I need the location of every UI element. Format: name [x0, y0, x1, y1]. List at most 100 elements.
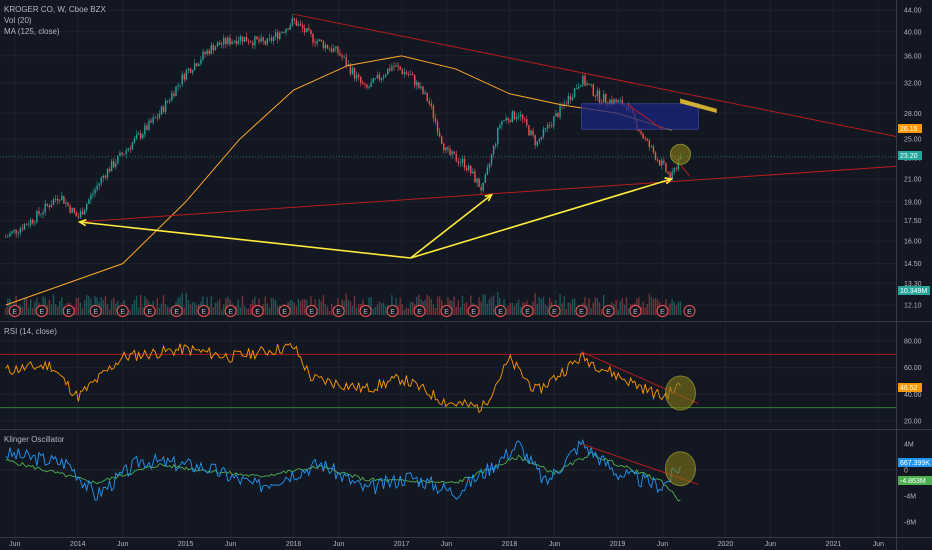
volume-bar	[470, 295, 472, 315]
volume-bar	[675, 305, 678, 315]
earnings-marker[interactable]: E	[386, 305, 399, 317]
candle-body	[648, 140, 651, 147]
volume-bar	[79, 302, 82, 315]
klinger-pane[interactable]	[0, 431, 896, 537]
volume-bar	[5, 307, 7, 315]
candle-body	[521, 114, 524, 119]
earnings-marker[interactable]: E	[494, 305, 507, 317]
volume-bar	[185, 292, 188, 315]
volume-bar	[654, 297, 657, 315]
earnings-letter: E	[66, 309, 71, 316]
earnings-marker[interactable]: E	[224, 305, 237, 317]
candle-body	[233, 40, 235, 42]
earnings-marker[interactable]: E	[575, 305, 588, 317]
klinger-line	[5, 438, 681, 501]
earnings-marker[interactable]: E	[656, 305, 669, 317]
candle-body	[158, 114, 161, 118]
candle-body	[291, 18, 293, 26]
earnings-marker[interactable]: E	[521, 305, 534, 317]
volume-bar	[382, 302, 385, 315]
earnings-marker[interactable]: E	[413, 305, 426, 317]
earnings-marker[interactable]: E	[197, 305, 210, 317]
earnings-marker[interactable]: E	[278, 305, 291, 317]
candle-body	[476, 178, 478, 183]
candle-body	[658, 160, 661, 166]
volume-bar	[627, 308, 630, 315]
price-tick-label: 13.30	[904, 281, 922, 288]
earnings-marker[interactable]: E	[251, 305, 264, 317]
earnings-marker[interactable]: E	[440, 305, 453, 317]
annotation-arrow	[410, 194, 493, 259]
candle-body	[524, 118, 526, 120]
earnings-marker[interactable]: E	[143, 305, 156, 317]
volume-bar	[264, 296, 266, 315]
volume-bar	[669, 303, 671, 315]
earnings-marker[interactable]: E	[170, 305, 183, 317]
ma-legend[interactable]: MA (125, close)	[4, 27, 60, 36]
earnings-letter: E	[12, 309, 17, 316]
earnings-marker[interactable]: E	[548, 305, 561, 317]
earnings-marker[interactable]: E	[683, 305, 696, 317]
volume-bar	[511, 303, 514, 315]
earnings-marker[interactable]: E	[467, 305, 480, 317]
candle-body	[447, 147, 449, 150]
volume-bar	[621, 298, 624, 315]
candle-body	[488, 163, 491, 168]
candle-body	[324, 44, 327, 49]
candle-body	[156, 117, 159, 119]
volume-bar	[482, 294, 484, 315]
time-tick-label: Jun	[873, 541, 884, 548]
time-tick-label: 2015	[178, 541, 194, 548]
rsi-layer	[0, 342, 896, 414]
candle-body	[191, 70, 194, 73]
volume-bar	[247, 308, 250, 315]
earnings-marker[interactable]: E	[8, 305, 21, 317]
candle-body	[409, 74, 412, 76]
earnings-marker[interactable]: E	[305, 305, 318, 317]
earnings-letter: E	[336, 309, 341, 316]
volume-bar	[517, 299, 520, 315]
volume-bar	[567, 302, 570, 315]
candle-body	[540, 137, 543, 140]
candle-body	[380, 77, 383, 80]
candle-body	[546, 124, 549, 128]
earnings-marker[interactable]: E	[332, 305, 345, 317]
candle-body	[150, 120, 152, 123]
candle-body	[44, 203, 46, 213]
candle-body	[360, 76, 362, 83]
earnings-marker[interactable]: E	[89, 305, 102, 317]
rsi-legend[interactable]: RSI (14, close)	[4, 327, 57, 336]
volume-bar	[318, 298, 320, 315]
time-tick-label: 2020	[718, 541, 734, 548]
earnings-letter: E	[444, 309, 449, 316]
earnings-marker[interactable]: E	[359, 305, 372, 317]
volume-badge-bg	[898, 286, 930, 295]
candle-body	[351, 68, 354, 74]
earnings-marker[interactable]: E	[602, 305, 615, 317]
candle-body	[499, 125, 501, 128]
price-pane[interactable]	[0, 0, 896, 320]
earnings-marker[interactable]: E	[62, 305, 75, 317]
candle-body	[67, 202, 69, 206]
candle-body	[258, 39, 260, 42]
volume-bar	[438, 296, 441, 315]
earnings-marker[interactable]: E	[116, 305, 129, 317]
candle-body	[501, 120, 503, 126]
candle-body	[407, 74, 410, 76]
klinger-legend[interactable]: Klinger Oscillator	[4, 435, 65, 444]
time-tick-label: 2017	[394, 541, 410, 548]
candle-body	[530, 130, 532, 136]
symbol-legend[interactable]: KROGER CO, W, Cboe BZX	[4, 5, 106, 14]
candle-body	[79, 211, 82, 218]
volume-bar	[563, 296, 565, 315]
volume-bar	[158, 308, 161, 315]
volume-bar	[351, 305, 354, 315]
volume-bar	[108, 309, 111, 315]
rsi-pane[interactable]	[0, 323, 896, 428]
volume-legend[interactable]: Vol (20)	[4, 16, 32, 25]
candle-body	[289, 25, 291, 30]
earnings-marker[interactable]: E	[629, 305, 642, 317]
earnings-marker[interactable]: E	[35, 305, 48, 317]
candle-body	[557, 113, 559, 118]
